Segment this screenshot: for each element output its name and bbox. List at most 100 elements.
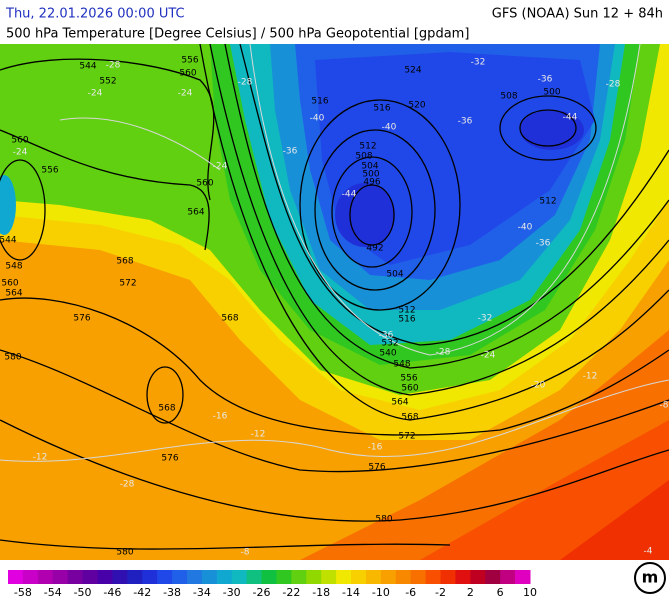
geopotential-label: 544 — [0, 236, 17, 246]
colorbar-tick-label: -38 — [163, 586, 181, 599]
geopotential-label: 500 — [543, 88, 560, 98]
temperature-label: -16 — [213, 412, 228, 422]
colorbar-swatch — [276, 570, 292, 584]
colorbar-swatch — [291, 570, 307, 584]
temperature-label: -32 — [478, 314, 493, 324]
colorbar-tick-label: -6 — [405, 586, 416, 599]
temperature-label: -4 — [644, 547, 653, 557]
temperature-label: -36 — [283, 147, 298, 157]
temperature-label: -12 — [583, 372, 598, 382]
colorbar-swatch — [97, 570, 113, 584]
geopotential-label: 548 — [393, 360, 410, 370]
map: 5445525565605605565605645445485605645685… — [0, 44, 669, 560]
colorbar-swatch — [201, 570, 218, 584]
geopotential-label: 504 — [386, 270, 403, 280]
colorbar-tick-label: -26 — [253, 586, 271, 599]
geopotential-label: 576 — [161, 454, 178, 464]
geopotential-label: 516 — [373, 104, 390, 114]
colorbar-tick-label: -58 — [14, 586, 32, 599]
geopotential-label: 560 — [179, 69, 196, 79]
geopotential-label: 516 — [311, 97, 328, 107]
temperature-label: -8 — [241, 548, 250, 558]
colorbar-swatch — [172, 570, 188, 584]
geopotential-label: 508 — [355, 152, 372, 162]
temperature-label: -28 — [606, 80, 621, 90]
colorbar-tick-label: -2 — [435, 586, 446, 599]
geopotential-label: 568 — [221, 314, 238, 324]
temp-field — [560, 480, 669, 560]
geopotential-label: 512 — [539, 197, 556, 207]
temperature-contours — [0, 44, 669, 462]
colorbar-swatch — [67, 570, 84, 584]
colorbar-swatch — [425, 570, 442, 584]
geopotential-label: 576 — [73, 314, 90, 324]
geopotential-label: 540 — [379, 349, 396, 359]
colorbar: -58 -54 -50 -46 -42 -38 -34 -30 -26 -22 -18 -14 -10-… — [8, 570, 537, 599]
subtitle: 500 hPa Temperature [Degree Celsius] / 5… — [6, 27, 469, 42]
temperature-label: -12 — [251, 430, 266, 440]
geopotential-contours — [0, 44, 669, 550]
geopotential-label: 500 — [362, 170, 379, 180]
temperature-label: -40 — [310, 114, 325, 124]
geopotential-label: 516 — [398, 315, 415, 325]
colorbar-swatch — [440, 570, 456, 584]
datetime: Thu, 22.01.2026 00:00 UTC — [5, 7, 185, 22]
colorbar-tick-label: -42 — [133, 586, 151, 599]
colorbar-swatch — [142, 570, 158, 584]
temperature-label: -24 — [178, 89, 193, 99]
geopotential-label: 544 — [79, 62, 96, 72]
colorbar-swatch — [395, 570, 412, 584]
colorbar-swatch — [306, 570, 322, 584]
colorbar-tick-label: -18 — [312, 586, 330, 599]
colorbar-swatch — [351, 570, 367, 584]
colorbar-tick-label: -54 — [44, 586, 62, 599]
geopotential-label: 524 — [404, 66, 421, 76]
colorbar-swatch — [500, 570, 516, 584]
logo-text: m — [642, 568, 659, 587]
colorbar-tick-label: 6 — [497, 586, 504, 599]
geopotential-label: 532 — [381, 339, 398, 349]
colorbar-swatch — [365, 570, 382, 584]
geopotential-label: 568 — [116, 257, 133, 267]
geopotential-label: 560 — [196, 179, 213, 189]
temperature-label: -24 — [13, 148, 28, 158]
colorbar-swatch — [216, 570, 233, 584]
colorbar-swatch — [8, 570, 24, 584]
colorbar-swatch — [410, 570, 427, 584]
temperature-label: -36 — [379, 331, 394, 341]
colorbar-tick-label: 10 — [523, 586, 537, 599]
temperature-label: -28 — [106, 61, 121, 71]
temperature-label: -28 — [238, 78, 253, 88]
colorbar-swatch — [186, 570, 203, 584]
colorbar-swatch — [261, 570, 277, 584]
geopotential-label: 564 — [5, 289, 22, 299]
temperature-label: -36 — [458, 117, 473, 127]
temperature-label: -20 — [531, 381, 546, 391]
temperature-label: -40 — [382, 123, 397, 133]
temperature-label: -16 — [368, 443, 383, 453]
geopotential-label: 512 — [359, 142, 376, 152]
colorbar-swatch — [82, 570, 98, 584]
geopotential-label: 572 — [119, 279, 136, 289]
temperature-label: -40 — [518, 223, 533, 233]
temperature-label: -12 — [33, 453, 48, 463]
colorbar-swatch — [470, 570, 486, 584]
geopotential-label: 564 — [391, 398, 408, 408]
geopotential-label: 492 — [366, 244, 383, 254]
logo — [634, 562, 666, 594]
temperature-label: -44 — [342, 190, 357, 200]
temperature-label: -8 — [660, 401, 669, 411]
geopotential-label: 568 — [401, 413, 418, 423]
colorbar-tick-label: -50 — [74, 586, 92, 599]
geopotential-label: 504 — [361, 162, 378, 172]
colorbar-tick-label: -46 — [103, 586, 121, 599]
geopotential-label: 568 — [158, 404, 175, 414]
colorbar-swatch — [246, 570, 263, 584]
contour-labels: 5445525565605605565605645445485605645685… — [0, 56, 669, 558]
temp-field — [0, 175, 16, 235]
colorbar-swatch — [52, 570, 69, 584]
geopotential-label: 576 — [368, 463, 385, 473]
geopotential-label: 580 — [4, 353, 21, 363]
colorbar-swatch — [321, 570, 337, 584]
